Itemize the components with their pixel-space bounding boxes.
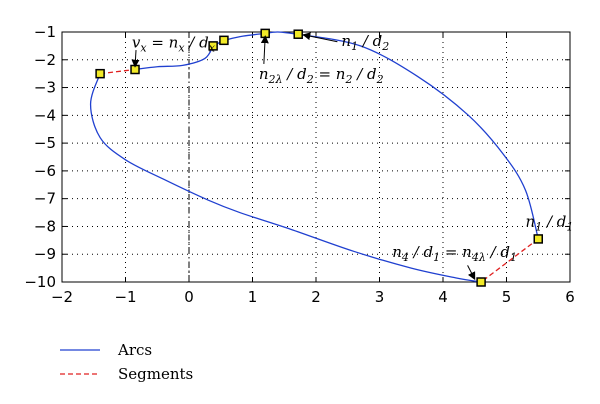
y-tick-label: −8 (34, 217, 56, 235)
arcs-series-line (134, 45, 214, 71)
axes: −2 −1 0 1 2 3 4 5 6−1−2−3−4−5−6−7−8−9−10 (24, 23, 574, 306)
y-tick-label: −3 (34, 79, 56, 97)
annotation-subscript: 2 (344, 73, 352, 86)
legend: Arcs Segments (60, 341, 193, 383)
annotation-text-part: / d (409, 243, 433, 261)
legend-label-segments: Segments (118, 365, 193, 383)
annotation-arrow (467, 265, 476, 281)
x-tick-label: 3 (375, 288, 385, 306)
annotation-subscript: 1 (351, 40, 358, 53)
x-tick-label: −1 (114, 288, 136, 306)
annotation-label: vx = nx / dx (132, 33, 216, 54)
annotation-text-part: n (341, 32, 351, 50)
annotation-subscript: 1 (510, 251, 517, 264)
y-tick-label: −4 (34, 106, 56, 124)
x-tick-label: 2 (311, 288, 321, 306)
annotation-subscript: 1 (433, 251, 440, 264)
annotation-label: n4 / d1 = n4λ / d1 (392, 243, 517, 264)
data-point-marker (219, 35, 229, 46)
y-tick-label: −9 (34, 245, 56, 263)
annotation-label: n1 / d1 (526, 212, 574, 233)
y-tick-label: −5 (34, 134, 56, 152)
annotation-text-part: / d (283, 65, 307, 83)
x-tick-label: 1 (248, 288, 258, 306)
annotation-label: n2λ / d2 = n2 / d2 (259, 65, 384, 86)
annotation-subscript: 2λ (268, 73, 283, 86)
x-tick-label: 6 (565, 288, 575, 306)
annotation-text-part: = n (147, 33, 179, 51)
x-tick-label: −2 (51, 288, 73, 306)
arcs-series-line (298, 33, 539, 240)
annotation-subscript: x (178, 41, 185, 54)
data-point-marker (208, 41, 218, 51)
annotation-text-part: = n (440, 243, 472, 261)
data-point-marker (293, 29, 303, 39)
marker-layer (95, 28, 543, 287)
y-tick-label: −10 (24, 273, 56, 291)
x-tick-label: 4 (438, 288, 448, 306)
annotation-subscript: 1 (566, 220, 573, 233)
legend-label-arcs: Arcs (117, 341, 152, 359)
annotation-arrow (302, 32, 338, 43)
y-tick-label: −2 (34, 51, 56, 69)
data-point-marker (476, 277, 486, 287)
x-tick-label: 0 (184, 288, 194, 306)
annotation-text-part: n (392, 243, 402, 261)
annotation-subscript: 2 (381, 40, 389, 53)
arcs-series-line (89, 73, 482, 283)
annotation-arrow (260, 35, 269, 64)
annotation-subscript: 2 (376, 73, 384, 86)
annotation-text-part: v (132, 33, 141, 51)
annotation-arrow (131, 50, 140, 68)
annotation-text-part: / d (486, 243, 510, 261)
annotation-text-part: / d (185, 33, 209, 51)
segments-series-line (480, 238, 539, 283)
annotation-text-part: = n (314, 65, 346, 83)
annotation-subscript: x (209, 41, 216, 54)
data-point-marker (95, 68, 105, 79)
arcs-series-line (223, 32, 266, 41)
segments-series-line (100, 68, 136, 75)
x-tick-label: 5 (502, 288, 512, 306)
annotation-subscript: x (140, 41, 147, 54)
annotation-text-part: / d (542, 212, 566, 230)
annotation-text-part: n (526, 212, 536, 230)
annotation-label: n1 / d2 (341, 32, 389, 53)
annotation-subscript: 4λ (471, 251, 486, 264)
annotation-text-part: n (259, 65, 269, 83)
annotation-text-part: / d (352, 65, 376, 83)
annotation-subscript: 4 (401, 251, 409, 264)
y-tick-label: −1 (34, 23, 56, 41)
annotation-subscript: 1 (535, 220, 542, 233)
data-point-marker (533, 234, 543, 244)
y-tick-label: −6 (34, 162, 56, 180)
annotation-text-part: / d (358, 32, 382, 50)
y-tick-label: −7 (34, 190, 56, 208)
annotation-subscript: 2 (306, 73, 314, 86)
